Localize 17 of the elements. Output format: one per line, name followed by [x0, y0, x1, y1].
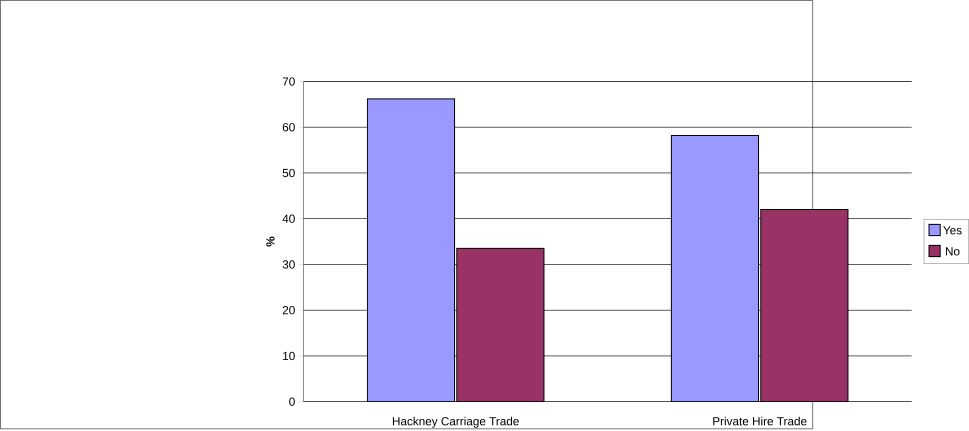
y-tick-label: 0 [289, 397, 295, 406]
y-tick-label: 10 [283, 352, 295, 360]
bar [456, 248, 544, 402]
legend-label: Yes [943, 226, 962, 234]
y-tick-label: 30 [282, 260, 295, 268]
y-tick-label: 50 [282, 168, 295, 177]
y-tick-label: 60 [282, 122, 295, 132]
y-tick-label: 40 [282, 214, 295, 223]
y-axis-title: % [266, 236, 275, 246]
bar [760, 208, 848, 402]
bar [366, 98, 456, 402]
x-tick-label: Private Hire Trade [713, 416, 807, 426]
bar [670, 134, 760, 402]
legend-label: No [946, 247, 960, 256]
x-tick-label: Hackney Carriage Trade [392, 416, 519, 428]
y-tick-label: 70 [282, 77, 295, 86]
y-tick-label: 20 [282, 306, 295, 314]
